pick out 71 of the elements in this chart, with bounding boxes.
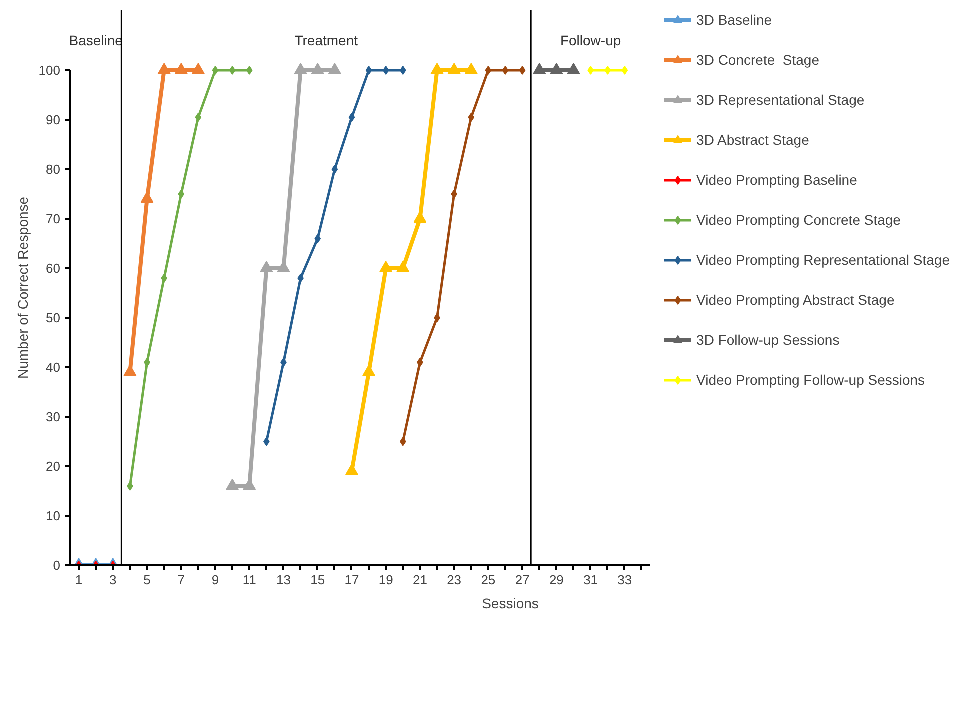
point (622, 66, 628, 75)
x-tick-label: 13 (276, 572, 291, 588)
point (362, 365, 376, 376)
point (382, 66, 390, 75)
x-tick-label: 27 (515, 572, 530, 588)
point (332, 165, 338, 174)
y-tick-label: 90 (46, 112, 61, 128)
point (246, 66, 253, 75)
y-tick-label: 0 (53, 558, 61, 573)
y-tick-label: 10 (46, 508, 61, 524)
y-tick-label: 20 (46, 459, 61, 474)
x-tick-label: 17 (344, 572, 360, 588)
point (314, 234, 322, 244)
x-tick-label: 23 (447, 572, 462, 588)
text: Treatment (294, 32, 358, 48)
point (366, 66, 372, 75)
x-tick-label: 25 (481, 572, 496, 588)
x-tick-label: 3 (110, 572, 117, 588)
x-axis-title: Sessions (482, 596, 539, 612)
point (348, 113, 356, 122)
point (212, 66, 219, 75)
point (604, 66, 612, 75)
point (226, 478, 240, 490)
point (195, 113, 202, 122)
y-tick-label: 30 (46, 410, 61, 424)
legend-label: 3D Follow-up Sessions (696, 332, 840, 348)
x-tick-label: 29 (549, 572, 564, 588)
point (229, 66, 236, 75)
legend-label: 3D Concrete Stage (696, 52, 820, 68)
point (124, 365, 137, 376)
point (260, 261, 274, 272)
point (178, 190, 185, 199)
point (502, 66, 509, 75)
x-tick-label: 19 (378, 572, 394, 588)
y-tick-label: 60 (46, 261, 61, 276)
y-axis-title: Number of Correct Response (14, 196, 31, 380)
point (277, 261, 290, 272)
point (380, 261, 393, 272)
y-tick-label: 40 (46, 360, 61, 375)
point (468, 113, 475, 122)
point (396, 261, 410, 272)
point (519, 66, 526, 75)
legend-label: Video Prompting Concrete Stage (696, 212, 901, 228)
y-tick-label: 80 (46, 162, 61, 177)
legend-label: 3D Representational Stage (696, 92, 865, 108)
legend-label: Video Prompting Follow-up Sessions (696, 372, 926, 388)
x-tick-label: 15 (310, 572, 326, 588)
y-tick-label: 100 (38, 63, 61, 78)
y-tick-label: 50 (46, 310, 61, 326)
point (414, 212, 427, 223)
point (588, 66, 594, 75)
point (485, 66, 492, 75)
legend-label: 3D Baseline (696, 12, 772, 28)
point (345, 464, 358, 476)
x-tick-label: 11 (242, 572, 256, 588)
point (140, 192, 154, 204)
y-tick-label: 70 (46, 212, 61, 226)
legend-label: Video Prompting Representational Stage (696, 252, 950, 268)
x-tick-label: 21 (412, 572, 428, 588)
x-tick-label: 1 (75, 572, 83, 588)
point (434, 314, 440, 322)
x-tick-label: 5 (144, 572, 151, 588)
legend-label: 3D Abstract Stage (696, 132, 810, 148)
text: Follow-up (560, 32, 622, 48)
x-tick-label: 33 (618, 572, 632, 588)
x-tick-label: 31 (584, 572, 598, 588)
legend-label: Video Prompting Baseline (696, 172, 858, 188)
x-tick-label: 9 (212, 572, 220, 588)
x-tick-label: 7 (178, 572, 185, 588)
point (400, 66, 406, 75)
legend-label: Video Prompting Abstract Stage (696, 292, 895, 308)
